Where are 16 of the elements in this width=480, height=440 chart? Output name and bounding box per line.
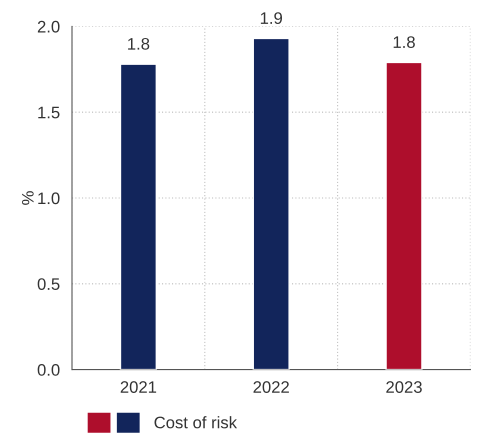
bar (120, 63, 158, 370)
bar (385, 62, 423, 370)
x-tick-label: 2022 (254, 381, 289, 393)
y-tick-label: 2.0 (38, 20, 60, 33)
y-tick-label: 0.5 (38, 278, 60, 290)
y-tick-label: 1.0 (38, 192, 60, 204)
data-label: 1.8 (394, 36, 415, 48)
bar (252, 38, 290, 370)
data-label: 1.9 (260, 12, 282, 24)
y-axis-title: % (22, 191, 34, 205)
x-tick-label: 2021 (120, 381, 156, 393)
y-tick-label: 1.5 (38, 106, 60, 118)
x-tick-label: 2023 (386, 381, 422, 393)
data-label: 1.8 (128, 38, 150, 50)
y-tick-label: 0.0 (38, 364, 60, 376)
legend-label: Cost of risk (154, 416, 238, 428)
